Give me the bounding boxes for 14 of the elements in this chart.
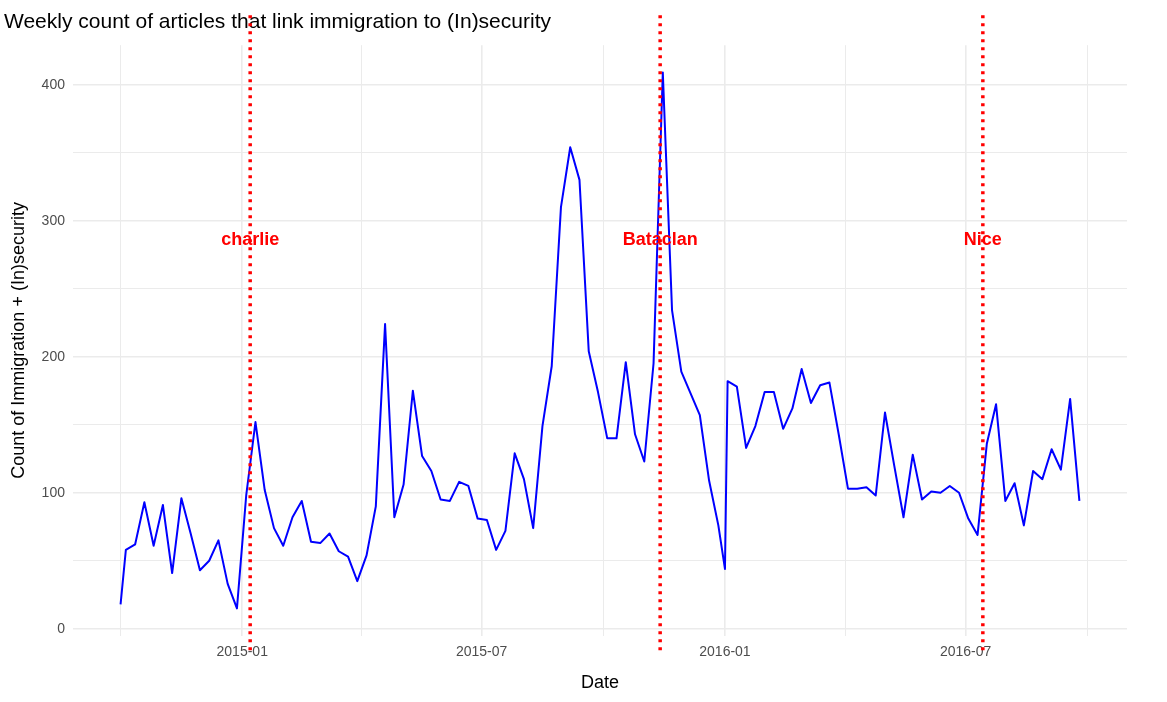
x-tick-label: 2016-07 (939, 642, 992, 659)
x-tick-label: 2015-07 (455, 642, 508, 659)
ref-line-label: charlie (221, 229, 280, 249)
x-tick-label: 2016-01 (699, 642, 751, 659)
y-tick-label: 400 (41, 75, 66, 92)
chart-title: Weekly count of articles that link immigration to (In)security (4, 9, 552, 33)
y-tick-label: 0 (57, 619, 66, 636)
y-tick-label: 300 (41, 211, 66, 228)
x-tick-label: 2015-01 (216, 642, 269, 659)
y-tick-label: 200 (41, 347, 66, 364)
x-axis-title: Date (580, 672, 619, 693)
ref-line-label: Nice (963, 229, 1002, 249)
y-tick-label: 100 (41, 483, 66, 500)
y-axis-title: Count of Immigration + (In)security (7, 202, 28, 479)
